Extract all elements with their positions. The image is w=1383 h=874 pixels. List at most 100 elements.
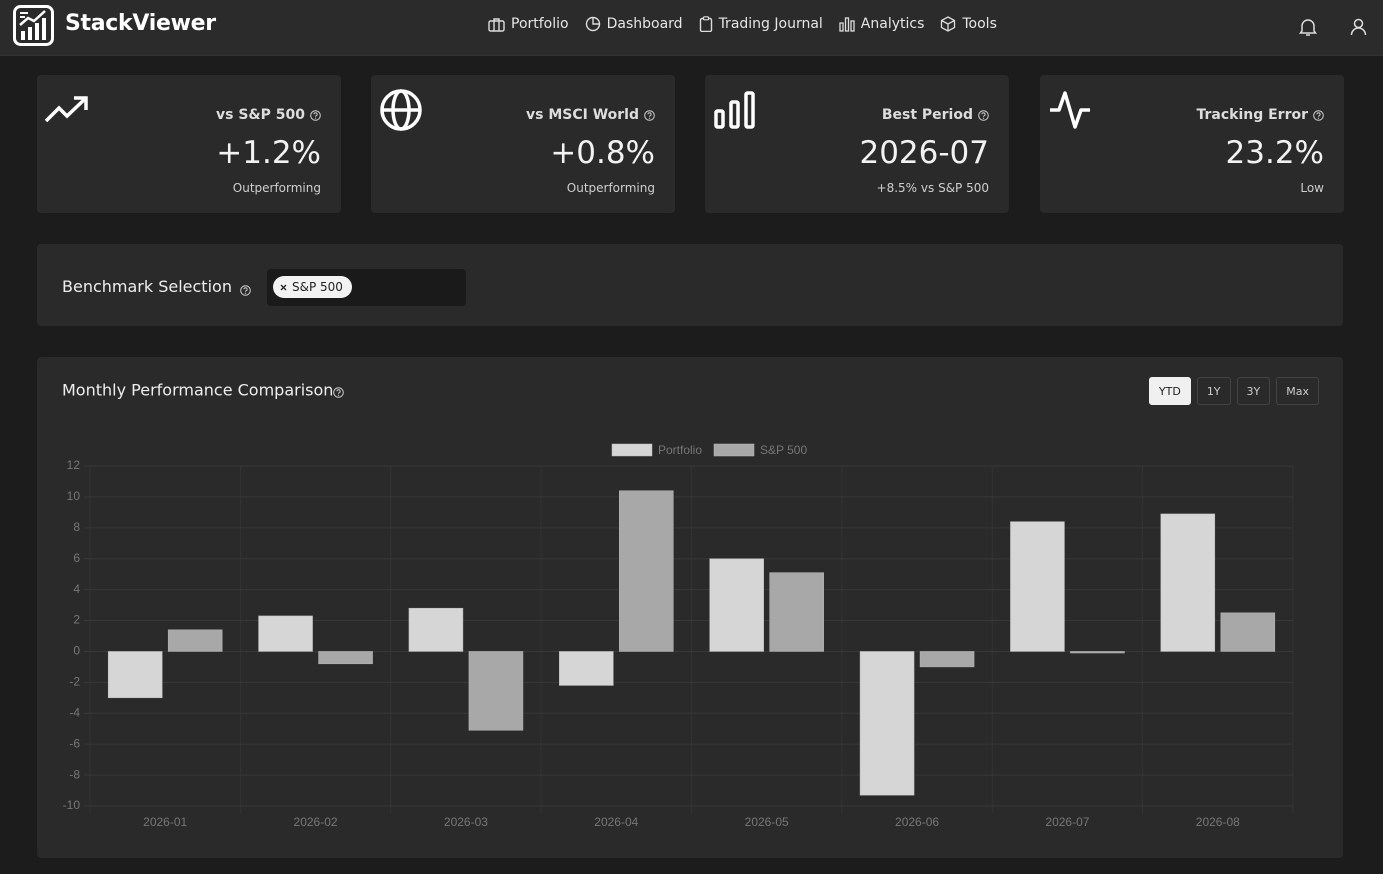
x-tick-label: 2026-04 bbox=[594, 815, 638, 829]
top-bar: StackViewer Portfolio Dashboard Trading … bbox=[0, 0, 1383, 56]
x-tick-label: 2026-01 bbox=[143, 815, 187, 829]
nav-icon bbox=[585, 16, 600, 32]
nav-label: Portfolio bbox=[511, 16, 569, 32]
brand[interactable]: StackViewer bbox=[65, 11, 216, 36]
card-icon bbox=[44, 96, 88, 123]
card-value: 23.2% bbox=[1225, 135, 1324, 171]
card-value: 2026-07 bbox=[859, 135, 989, 171]
help-icon[interactable] bbox=[978, 109, 989, 121]
nav-icon bbox=[941, 16, 956, 32]
range-button[interactable]: 3Y bbox=[1236, 377, 1271, 405]
user-button[interactable] bbox=[1350, 18, 1367, 36]
card-label: vs MSCI World bbox=[526, 107, 639, 123]
logo[interactable] bbox=[13, 5, 54, 46]
range-button[interactable]: YTD bbox=[1148, 377, 1191, 405]
nav-label: Analytics bbox=[860, 16, 925, 32]
bar bbox=[859, 651, 915, 796]
y-tick-label: 8 bbox=[73, 520, 80, 534]
y-tick-label: -4 bbox=[69, 705, 80, 719]
y-tick-label: 12 bbox=[67, 458, 81, 472]
y-tick-label: -2 bbox=[69, 675, 80, 689]
y-tick-label: -6 bbox=[69, 736, 80, 750]
help-icon[interactable] bbox=[240, 285, 251, 296]
card-label-row: vs S&P 500 bbox=[216, 107, 321, 123]
x-tick-label: 2026-07 bbox=[1045, 815, 1089, 829]
bar bbox=[1070, 651, 1125, 654]
bar bbox=[1220, 612, 1276, 652]
range-buttons: YTD 1Y 3Y Max bbox=[1148, 377, 1319, 405]
bar bbox=[258, 615, 313, 652]
nav-icon bbox=[488, 17, 505, 32]
nav-item[interactable]: Trading Journal bbox=[699, 16, 823, 32]
x-tick-label: 2026-05 bbox=[745, 815, 789, 829]
x-tick-label: 2026-02 bbox=[294, 815, 338, 829]
card-icon bbox=[380, 89, 422, 131]
nav-item[interactable]: Dashboard bbox=[585, 16, 683, 32]
nav-icon bbox=[699, 16, 712, 32]
card-icon bbox=[714, 91, 755, 129]
nav: Portfolio Dashboard Trading Journal Anal… bbox=[488, 16, 997, 32]
bar bbox=[559, 651, 614, 686]
chart: Monthly Performance Comparison -10 -8 -6 -4… bbox=[62, 381, 1294, 829]
help-icon[interactable] bbox=[1313, 109, 1324, 121]
card-note: Low bbox=[1300, 181, 1324, 195]
nav-label: Trading Journal bbox=[718, 16, 823, 32]
legend-label: Portfolio bbox=[658, 443, 702, 457]
card-value: +0.8% bbox=[550, 135, 655, 171]
range-button[interactable]: 1Y bbox=[1196, 377, 1231, 405]
benchmark-panel: Benchmark Selection S&P 500 bbox=[37, 244, 1343, 326]
stat-card: Best Period 2026-07 +8.5% vs S&P 500 bbox=[705, 75, 1009, 213]
bar bbox=[107, 651, 163, 699]
y-tick-label: 6 bbox=[73, 551, 80, 565]
card-note: Outperforming bbox=[566, 181, 655, 195]
chart-title: Monthly Performance Comparison bbox=[62, 381, 333, 400]
benchmark-chip[interactable]: S&P 500 bbox=[273, 276, 352, 298]
legend-label: S&P 500 bbox=[760, 443, 807, 457]
card-value: +1.2% bbox=[216, 135, 321, 171]
chip-remove[interactable] bbox=[280, 284, 287, 291]
bar bbox=[769, 572, 824, 652]
stat-card: vs MSCI World +0.8% Outperforming bbox=[371, 75, 675, 213]
nav-item[interactable]: Portfolio bbox=[488, 16, 569, 32]
chart-panel: YTD 1Y 3Y Max Monthly Performance Compariso… bbox=[37, 357, 1343, 858]
legend-swatch bbox=[611, 443, 653, 457]
bar bbox=[408, 607, 464, 652]
x-tick-label: 2026-06 bbox=[895, 815, 939, 829]
bar bbox=[167, 629, 223, 652]
stat-card: Tracking Error 23.2% Low bbox=[1040, 75, 1344, 213]
card-label-row: Tracking Error bbox=[1196, 107, 1324, 123]
y-tick-label: 0 bbox=[73, 644, 80, 658]
bar bbox=[1010, 521, 1065, 652]
notifications-button[interactable] bbox=[1299, 17, 1317, 37]
stat-card: vs S&P 500 +1.2% Outperforming bbox=[37, 75, 341, 213]
card-icon bbox=[1050, 91, 1090, 129]
help-icon[interactable] bbox=[310, 109, 321, 121]
y-tick-label: -8 bbox=[69, 767, 80, 781]
nav-item[interactable]: Analytics bbox=[839, 16, 925, 32]
help-icon[interactable] bbox=[644, 109, 655, 121]
bar bbox=[919, 651, 975, 668]
bar bbox=[709, 558, 764, 652]
y-tick-label: -10 bbox=[63, 798, 81, 812]
card-note: +8.5% vs S&P 500 bbox=[876, 181, 989, 195]
card-label: vs S&P 500 bbox=[216, 107, 305, 123]
card-label-row: vs MSCI World bbox=[526, 107, 655, 123]
bar bbox=[468, 651, 524, 731]
nav-item[interactable]: Tools bbox=[940, 16, 997, 32]
bar bbox=[318, 651, 373, 665]
nav-label: Dashboard bbox=[606, 16, 683, 32]
bar bbox=[619, 490, 674, 652]
help-icon[interactable] bbox=[333, 387, 344, 398]
benchmark-select[interactable]: S&P 500 bbox=[267, 269, 466, 306]
nav-label: Tools bbox=[962, 16, 997, 32]
y-tick-label: 10 bbox=[67, 489, 81, 503]
card-note: Outperforming bbox=[232, 181, 321, 195]
card-label: Best Period bbox=[881, 107, 973, 123]
benchmark-label: Benchmark Selection bbox=[62, 277, 232, 296]
card-label-row: Best Period bbox=[882, 107, 989, 123]
chip-label: S&P 500 bbox=[292, 280, 343, 294]
range-button[interactable]: Max bbox=[1276, 377, 1319, 405]
y-tick-label: 2 bbox=[73, 613, 80, 627]
y-tick-label: 4 bbox=[73, 582, 80, 596]
